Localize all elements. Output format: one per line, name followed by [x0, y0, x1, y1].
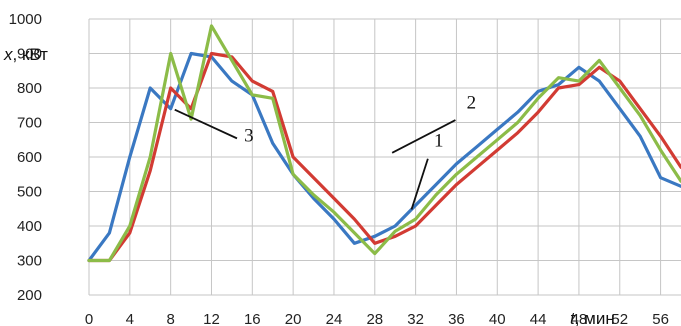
x-axis-label: t, мин	[570, 309, 615, 326]
x-tick-label: 8	[166, 311, 174, 326]
x-axis-unit: , мин	[575, 309, 615, 326]
x-axis-variable: t	[570, 309, 576, 326]
y-tick-label: 500	[17, 184, 42, 201]
x-tick-label: 24	[326, 311, 343, 326]
x-tick-label: 20	[285, 311, 302, 326]
y-axis-unit: , кВт	[13, 45, 49, 64]
series-lines	[87, 24, 681, 263]
series-callouts: 1 2 3	[174, 93, 477, 210]
x-tick-label: 4	[126, 311, 134, 326]
x-tick-label: 16	[244, 311, 261, 326]
series-line-1	[87, 51, 681, 263]
x-tick-label: 44	[530, 311, 547, 326]
x-tick-label: 0	[85, 311, 93, 326]
callout-label: 3	[244, 125, 254, 146]
callout-label: 1	[434, 130, 444, 151]
x-tick-label: 36	[448, 311, 465, 326]
callout-leader	[174, 108, 238, 140]
y-tick-label: 800	[17, 80, 42, 97]
y-axis-variable: x	[3, 45, 13, 64]
x-tick-label: 12	[203, 311, 220, 326]
y-axis-label: x, кВт	[3, 45, 48, 64]
x-tick-label: 28	[366, 311, 383, 326]
grid	[88, 18, 681, 296]
y-tick-label: 1000	[9, 11, 42, 28]
x-tick-label: 32	[407, 311, 424, 326]
callout-leader	[391, 119, 456, 154]
y-tick-label: 400	[17, 218, 42, 235]
callout-leader	[410, 158, 429, 210]
y-tick-label: 700	[17, 115, 42, 132]
x-tick-label: 40	[489, 311, 506, 326]
x-tick-label: 48	[571, 311, 588, 326]
y-tick-label: 900	[17, 46, 42, 63]
x-tick-label: 52	[611, 311, 628, 326]
x-tick-label: 56	[652, 311, 669, 326]
y-tick-label: 300	[17, 253, 42, 270]
series-line-3	[87, 24, 681, 263]
callout-label: 2	[467, 93, 477, 114]
y-tick-label: 200	[17, 287, 42, 304]
y-tick-label: 600	[17, 149, 42, 166]
